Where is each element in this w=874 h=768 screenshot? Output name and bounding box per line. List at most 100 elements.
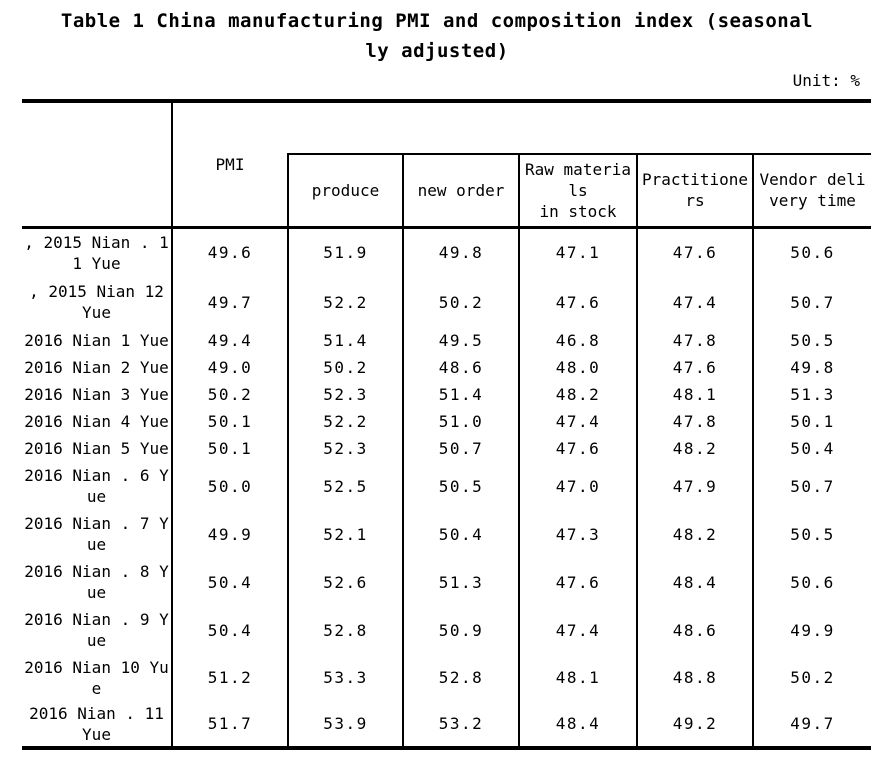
row-label: 2016 Nian . 9 Y ue <box>24 610 169 650</box>
data-cell: 48.1 <box>518 654 637 701</box>
data-cell: 47.6 <box>518 435 637 462</box>
data-cell: 47.6 <box>518 277 637 327</box>
data-cell: 52.8 <box>287 606 403 654</box>
data-cell: 50.4 <box>171 606 288 654</box>
row-label: 2016 Nian 3 Yue <box>24 385 169 404</box>
data-cell: 48.0 <box>518 354 637 381</box>
data-cell: 49.6 <box>171 227 288 277</box>
data-cell: 48.2 <box>518 381 637 408</box>
table-row: , 2015 Nian . 1 1 Yue 49.6 51.9 49.8 47.… <box>22 227 871 277</box>
data-cell: 52.1 <box>287 510 403 558</box>
table-row: 2016 Nian . 11 Yue 51.7 53.9 53.2 48.4 4… <box>22 701 871 750</box>
data-cell: 50.7 <box>752 277 871 327</box>
data-cell: 50.2 <box>287 354 403 381</box>
table-row: 2016 Nian . 7 Y ue 49.9 52.1 50.4 47.3 4… <box>22 510 871 558</box>
data-cell: 51.4 <box>402 381 519 408</box>
row-label: 2016 Nian 2 Yue <box>24 358 169 377</box>
column-header-new-order: new order <box>402 154 519 229</box>
data-cell: 47.0 <box>518 462 637 510</box>
row-label: 2016 Nian 4 Yue <box>24 412 169 431</box>
data-cell: 49.7 <box>171 277 288 327</box>
data-cell: 49.8 <box>752 354 871 381</box>
data-cell: 51.3 <box>402 558 519 606</box>
table-row: 2016 Nian 2 Yue 49.0 50.2 48.6 48.0 47.6… <box>22 354 871 381</box>
column-header-vendor-delivery: Vendor deli very time <box>752 154 871 229</box>
row-label: , 2015 Nian 12 Yue <box>29 282 164 322</box>
data-cell: 51.3 <box>752 381 871 408</box>
table-row: , 2015 Nian 12 Yue 49.7 52.2 50.2 47.6 4… <box>22 277 871 327</box>
data-cell: 47.6 <box>636 354 753 381</box>
data-cell: 53.9 <box>287 701 403 750</box>
data-cell: 50.4 <box>752 435 871 462</box>
data-cell: 47.9 <box>636 462 753 510</box>
data-cell: 49.4 <box>171 327 288 354</box>
data-cell: 50.5 <box>752 510 871 558</box>
data-cell: 50.1 <box>752 408 871 435</box>
data-cell: 49.9 <box>171 510 288 558</box>
data-cell: 50.7 <box>402 435 519 462</box>
data-cell: 50.2 <box>171 381 288 408</box>
data-cell: 48.4 <box>636 558 753 606</box>
data-cell: 51.2 <box>171 654 288 701</box>
data-cell: 49.0 <box>171 354 288 381</box>
data-cell: 47.6 <box>636 227 753 277</box>
data-cell: 50.5 <box>402 462 519 510</box>
data-cell: 50.2 <box>752 654 871 701</box>
data-cell: 50.2 <box>402 277 519 327</box>
data-cell: 53.3 <box>287 654 403 701</box>
data-cell: 47.4 <box>518 606 637 654</box>
column-header-pmi: PMI <box>172 101 288 229</box>
table-row: 2016 Nian . 6 Y ue 50.0 52.5 50.5 47.0 4… <box>22 462 871 510</box>
data-cell: 53.2 <box>402 701 519 750</box>
data-cell: 50.5 <box>752 327 871 354</box>
pmi-table: PMI produce new order Raw materia ls in … <box>22 99 871 750</box>
data-cell: 49.2 <box>636 701 753 750</box>
row-label: 2016 Nian . 11 Yue <box>22 701 172 750</box>
table-row: 2016 Nian 1 Yue 49.4 51.4 49.5 46.8 47.8… <box>22 327 871 354</box>
row-label: , 2015 Nian . 1 1 Yue <box>24 232 169 273</box>
data-cell: 52.5 <box>287 462 403 510</box>
data-cell: 50.7 <box>752 462 871 510</box>
data-cell: 49.9 <box>752 606 871 654</box>
data-cell: 50.6 <box>752 227 871 277</box>
row-label: 2016 Nian 10 Yu e <box>24 657 169 698</box>
data-cell: 50.9 <box>402 606 519 654</box>
table-row: 2016 Nian 4 Yue 50.1 52.2 51.0 47.4 47.8… <box>22 408 871 435</box>
data-cell: 47.1 <box>518 227 637 277</box>
data-cell: 47.4 <box>636 277 753 327</box>
data-cell: 51.4 <box>287 327 403 354</box>
pmi-table-container: PMI produce new order Raw materia ls in … <box>22 99 871 750</box>
table-row: 2016 Nian 3 Yue 50.2 52.3 51.4 48.2 48.1… <box>22 381 871 408</box>
row-label: 2016 Nian 5 Yue <box>24 439 169 458</box>
data-cell: 48.6 <box>636 606 753 654</box>
column-header-produce: produce <box>287 154 403 229</box>
row-header-empty-cell <box>22 101 173 229</box>
data-cell: 48.6 <box>402 354 519 381</box>
table-row: 2016 Nian . 8 Y ue 50.4 52.6 51.3 47.6 4… <box>22 558 871 606</box>
row-label: 2016 Nian 1 Yue <box>24 331 169 350</box>
data-cell: 48.2 <box>636 510 753 558</box>
row-label: 2016 Nian . 8 Y ue <box>24 562 169 602</box>
data-cell: 50.0 <box>171 462 288 510</box>
header-spacer <box>288 101 871 155</box>
unit-label: Unit: % <box>792 71 860 90</box>
data-cell: 50.1 <box>171 408 288 435</box>
data-cell: 50.6 <box>752 558 871 606</box>
data-cell: 48.8 <box>636 654 753 701</box>
data-cell: 52.6 <box>287 558 403 606</box>
data-cell: 50.4 <box>171 558 288 606</box>
row-label: 2016 Nian . 7 Y ue <box>24 514 169 554</box>
data-cell: 48.1 <box>636 381 753 408</box>
data-cell: 51.9 <box>287 227 403 277</box>
data-cell: 47.4 <box>518 408 637 435</box>
table-title: Table 1 China manufacturing PMI and comp… <box>60 10 814 62</box>
table-row: 2016 Nian 10 Yu e 51.2 53.3 52.8 48.1 48… <box>22 654 871 701</box>
data-cell: 51.0 <box>402 408 519 435</box>
data-cell: 48.4 <box>518 701 637 750</box>
table-row: 2016 Nian 5 Yue 50.1 52.3 50.7 47.6 48.2… <box>22 435 871 462</box>
data-cell: 47.6 <box>518 558 637 606</box>
data-cell: 49.7 <box>752 701 871 750</box>
data-cell: 47.3 <box>518 510 637 558</box>
data-cell: 47.8 <box>636 408 753 435</box>
data-cell: 52.3 <box>287 381 403 408</box>
